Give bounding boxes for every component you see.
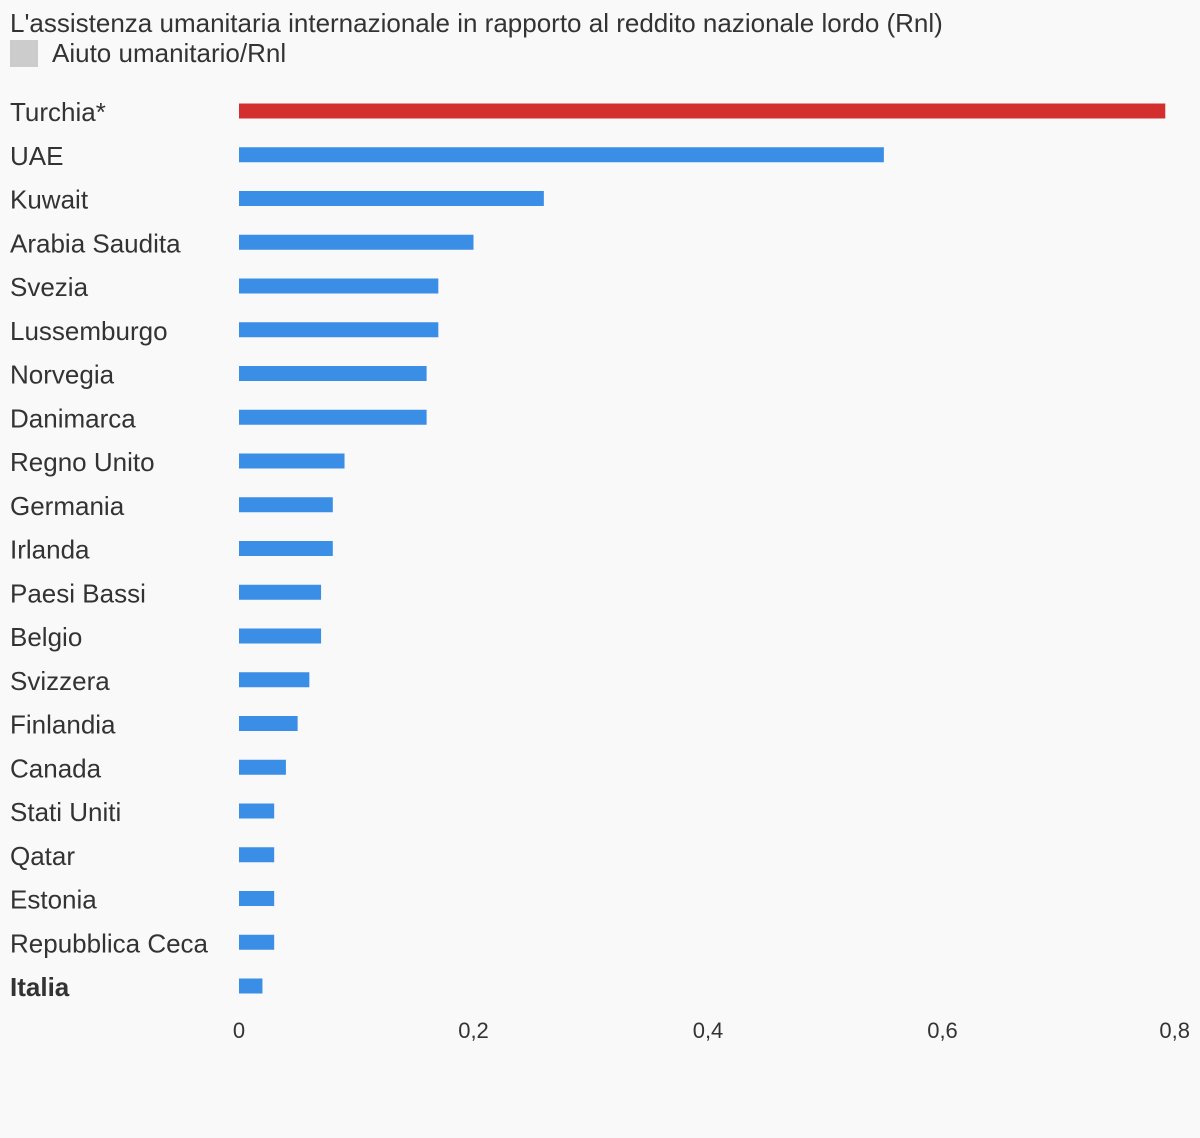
category-label-16: Stati Uniti xyxy=(10,797,121,827)
bar-14 xyxy=(239,716,298,731)
bar-12 xyxy=(239,628,322,644)
category-label-3: Arabia Saudita xyxy=(10,228,181,258)
bar-2 xyxy=(239,191,544,206)
bars xyxy=(239,103,1166,994)
category-label-14: Finlandia xyxy=(10,710,116,740)
bar-13 xyxy=(239,672,310,688)
category-label-5: Lussemburgo xyxy=(10,316,168,346)
category-label-4: Svezia xyxy=(10,272,89,302)
category-label-19: Repubblica Ceca xyxy=(10,928,209,958)
bar-18 xyxy=(239,891,275,906)
bar-1 xyxy=(239,147,884,163)
category-label-17: Qatar xyxy=(10,841,75,871)
x-tick-label-3: 0,6 xyxy=(927,1018,958,1043)
category-label-6: Norvegia xyxy=(10,360,115,390)
category-label-13: Svizzera xyxy=(10,666,110,696)
category-labels: Turchia* UAE Kuwait Arabia Saudita Svezia Lus… xyxy=(10,97,209,1002)
category-label-18: Estonia xyxy=(10,885,97,915)
bar-20 xyxy=(239,978,263,994)
category-label-11: Paesi Bassi xyxy=(10,578,146,608)
category-label-12: Belgio xyxy=(10,622,82,652)
bar-3 xyxy=(239,234,474,250)
category-label-0: Turchia* xyxy=(10,97,106,127)
category-label-15: Canada xyxy=(10,753,102,783)
bar-15 xyxy=(239,759,286,775)
category-label-2: Kuwait xyxy=(10,185,89,215)
bar-8 xyxy=(239,453,345,469)
legend-label: Aiuto umanitario/Rnl xyxy=(52,38,287,68)
bar-7 xyxy=(239,409,427,425)
x-tick-label-2: 0,4 xyxy=(693,1018,724,1043)
x-tick-label-0: 0 xyxy=(233,1018,245,1043)
category-label-10: Irlanda xyxy=(10,535,90,565)
bar-5 xyxy=(239,322,439,338)
x-axis-ticks: 0 0,2 0,4 0,6 0,8 xyxy=(233,1018,1190,1043)
bar-9 xyxy=(239,497,333,513)
category-label-1: UAE xyxy=(10,141,63,171)
chart-title: L'assistenza umanitaria internazionale i… xyxy=(10,8,943,38)
bar-11 xyxy=(239,584,322,600)
legend-swatch xyxy=(10,40,38,67)
bar-17 xyxy=(239,847,275,863)
legend: Aiuto umanitario/Rnl xyxy=(10,38,286,69)
bar-0 xyxy=(239,103,1166,119)
x-tick-label-4: 0,8 xyxy=(1159,1018,1190,1043)
bar-16 xyxy=(239,803,275,819)
bar-10 xyxy=(239,541,333,556)
category-label-9: Germania xyxy=(10,491,125,521)
category-label-7: Danimarca xyxy=(10,403,136,433)
bar-6 xyxy=(239,366,427,381)
bar-4 xyxy=(239,278,439,294)
x-tick-label-1: 0,2 xyxy=(458,1018,489,1043)
category-label-20: Italia xyxy=(10,972,70,1002)
category-label-8: Regno Unito xyxy=(10,447,155,477)
bar-19 xyxy=(239,934,275,950)
